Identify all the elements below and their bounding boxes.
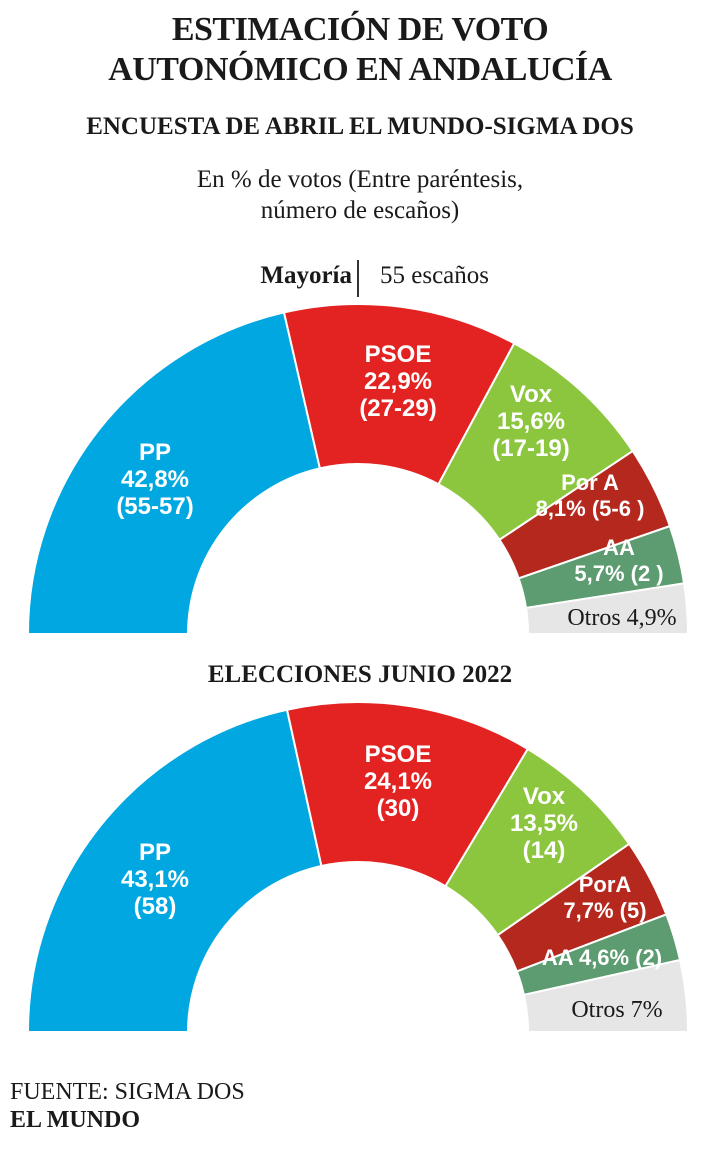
label-por-a: Por A 8,1% (5-6 ) <box>536 470 645 521</box>
label-aa: AA 5,7% (2 ) <box>574 535 663 586</box>
units-note-line-1: En % de votos (Entre paréntesis, <box>196 166 524 193</box>
label-psoe: PSOE 24,1% (30) <box>364 741 432 822</box>
election-2022-hemicycle-chart: PP 43,1% (58) PSOE 24,1% (30) Vox 13,5% (14) PorA… <box>26 701 690 1033</box>
label-vox: Vox 15,6% (17-19) <box>492 381 569 462</box>
label-aa: AA 4,6% (2) <box>542 945 662 970</box>
label-vox: Vox 13,5% (14) <box>510 783 578 864</box>
title-line-1: ESTIMACIÓN DE VOTO <box>171 11 549 48</box>
segment-pp <box>26 311 322 635</box>
source-note: FUENTE: SIGMA DOS <box>10 1079 245 1105</box>
title-line-2: AUTONÓMICO EN ANDALUCÍA <box>108 51 612 88</box>
majority-label: Mayoría <box>260 262 352 289</box>
label-otros: Otros 7% <box>571 997 662 1023</box>
survey-hemicycle-chart: PP 42,8% (55-57) PSOE 22,9% (27-29) Vox 15,6% (1… <box>26 303 690 635</box>
majority-divider <box>357 260 359 297</box>
label-pp: PP 42,8% (55-57) <box>116 439 193 520</box>
chart-title: ESTIMACIÓN DE VOTO AUTONÓMICO EN ANDALUC… <box>0 10 720 90</box>
majority-value: 55 escaños <box>380 262 489 289</box>
brand-name: EL MUNDO <box>10 1107 141 1133</box>
election-2022-title: ELECCIONES JUNIO 2022 <box>207 661 513 688</box>
survey-subtitle: ENCUESTA DE ABRIL EL MUNDO-SIGMA DOS <box>86 113 634 140</box>
label-pp: PP 43,1% (58) <box>121 839 189 920</box>
units-note: En % de votos (Entre paréntesis, número … <box>0 164 720 226</box>
units-note-line-2: número de escaños) <box>260 197 460 224</box>
label-pora: PorA 7,7% (5) <box>563 872 646 923</box>
label-otros: Otros 4,9% <box>567 605 676 631</box>
majority-indicator: Mayoría 55 escaños <box>0 260 720 297</box>
segment-otros <box>524 582 690 635</box>
segment-pp <box>26 708 323 1033</box>
segment-psoe <box>285 701 530 888</box>
label-psoe: PSOE 22,9% (27-29) <box>359 341 436 422</box>
segment-otros <box>522 958 690 1033</box>
